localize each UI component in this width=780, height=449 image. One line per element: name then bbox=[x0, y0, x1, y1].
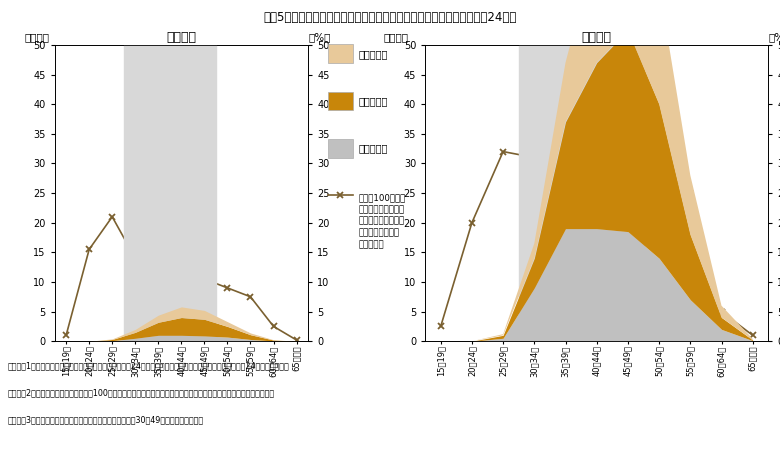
Text: （万人）: （万人） bbox=[384, 32, 409, 42]
Text: （%）: （%） bbox=[308, 32, 331, 42]
Bar bbox=[124, 45, 216, 341]
Text: 課長級人数: 課長級人数 bbox=[359, 96, 388, 106]
Text: （備考）1．厚生労働省「賃金構造基本統計調査」（平成24年）、総務省「労働力調査（基本集計）」（平成24年）より作成。: （備考）1．厚生労働省「賃金構造基本統計調査」（平成24年）、総務省「労働力調査… bbox=[8, 361, 289, 370]
Text: （万人）: （万人） bbox=[24, 32, 49, 42]
Bar bbox=[519, 45, 644, 341]
Title: ＜男性＞: ＜男性＞ bbox=[582, 31, 612, 44]
Text: 従業員100人以上
の企業における雇用
期間の定めのない雇
用者の対人口割合
（右目盛）: 従業員100人以上 の企業における雇用 期間の定めのない雇 用者の対人口割合 （… bbox=[359, 193, 406, 249]
Text: 2．役職別労働者数は、従業員100人以上の企業における雇用期間の定めのない者を対象として集計されている。: 2．役職別労働者数は、従業員100人以上の企業における雇用期間の定めのない者を対… bbox=[8, 388, 275, 397]
Text: 係長級人数: 係長級人数 bbox=[359, 143, 388, 153]
Text: 3．網掛けは、女性の役職者が増加する年齢階級（30～49歳）を示している。: 3．網掛けは、女性の役職者が増加する年齢階級（30～49歳）を示している。 bbox=[8, 415, 204, 424]
Text: 図表5　年齢階級別雇用者数の対人口割合と役職者人数（男女別、平成24年）: 図表5 年齢階級別雇用者数の対人口割合と役職者人数（男女別、平成24年） bbox=[264, 11, 516, 24]
Text: （%）: （%） bbox=[768, 32, 780, 42]
Text: 部長級人数: 部長級人数 bbox=[359, 49, 388, 59]
Title: ＜女性＞: ＜女性＞ bbox=[166, 31, 197, 44]
